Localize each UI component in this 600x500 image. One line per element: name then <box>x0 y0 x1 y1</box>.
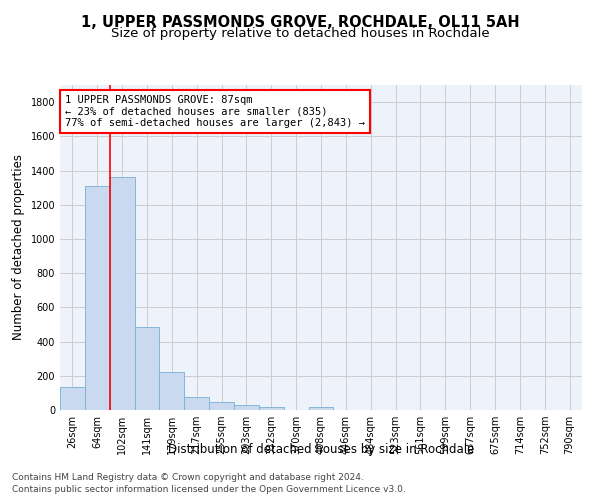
Text: Size of property relative to detached houses in Rochdale: Size of property relative to detached ho… <box>110 28 490 40</box>
Bar <box>60 387 85 410</box>
Bar <box>110 176 134 410</box>
Text: 1, UPPER PASSMONDS GROVE, ROCHDALE, OL11 5AH: 1, UPPER PASSMONDS GROVE, ROCHDALE, OL11… <box>80 15 520 30</box>
Bar <box>308 406 334 410</box>
Text: Contains HM Land Registry data © Crown copyright and database right 2024.: Contains HM Land Registry data © Crown c… <box>12 472 364 482</box>
Bar <box>85 186 110 410</box>
Bar <box>184 397 209 410</box>
Bar <box>134 327 160 410</box>
Y-axis label: Number of detached properties: Number of detached properties <box>12 154 25 340</box>
Bar <box>259 408 284 410</box>
Text: 1 UPPER PASSMONDS GROVE: 87sqm
← 23% of detached houses are smaller (835)
77% of: 1 UPPER PASSMONDS GROVE: 87sqm ← 23% of … <box>65 94 365 128</box>
Bar <box>209 402 234 410</box>
Bar <box>160 372 184 410</box>
Text: Distribution of detached houses by size in Rochdale: Distribution of detached houses by size … <box>168 442 474 456</box>
Bar <box>234 405 259 410</box>
Text: Contains public sector information licensed under the Open Government Licence v3: Contains public sector information licen… <box>12 485 406 494</box>
